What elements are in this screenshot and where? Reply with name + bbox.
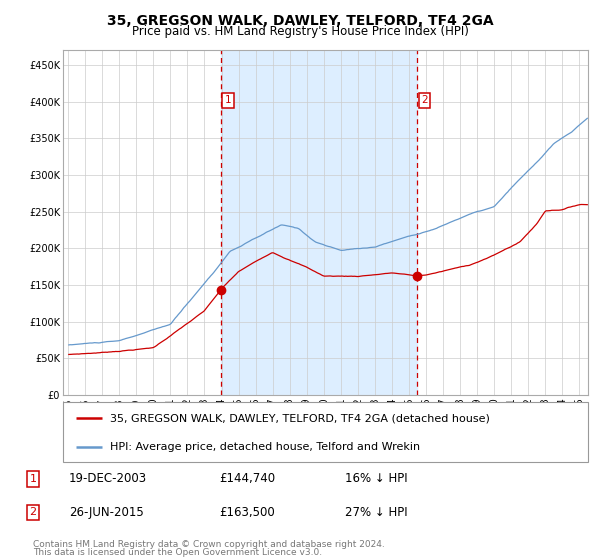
Text: 1: 1	[225, 95, 232, 105]
Text: Contains HM Land Registry data © Crown copyright and database right 2024.: Contains HM Land Registry data © Crown c…	[33, 540, 385, 549]
Text: 35, GREGSON WALK, DAWLEY, TELFORD, TF4 2GA (detached house): 35, GREGSON WALK, DAWLEY, TELFORD, TF4 2…	[110, 413, 490, 423]
Text: 19-DEC-2003: 19-DEC-2003	[69, 472, 147, 486]
Text: £163,500: £163,500	[219, 506, 275, 519]
Text: HPI: Average price, detached house, Telford and Wrekin: HPI: Average price, detached house, Telf…	[110, 442, 421, 452]
Text: 16% ↓ HPI: 16% ↓ HPI	[345, 472, 407, 486]
Text: 2: 2	[29, 507, 37, 517]
Text: 27% ↓ HPI: 27% ↓ HPI	[345, 506, 407, 519]
Text: Price paid vs. HM Land Registry's House Price Index (HPI): Price paid vs. HM Land Registry's House …	[131, 25, 469, 38]
Text: 2: 2	[421, 95, 428, 105]
Text: This data is licensed under the Open Government Licence v3.0.: This data is licensed under the Open Gov…	[33, 548, 322, 557]
Text: 26-JUN-2015: 26-JUN-2015	[69, 506, 144, 519]
Text: 35, GREGSON WALK, DAWLEY, TELFORD, TF4 2GA: 35, GREGSON WALK, DAWLEY, TELFORD, TF4 2…	[107, 14, 493, 28]
Text: £144,740: £144,740	[219, 472, 275, 486]
Bar	[221, 50, 417, 395]
Text: 1: 1	[29, 474, 37, 484]
